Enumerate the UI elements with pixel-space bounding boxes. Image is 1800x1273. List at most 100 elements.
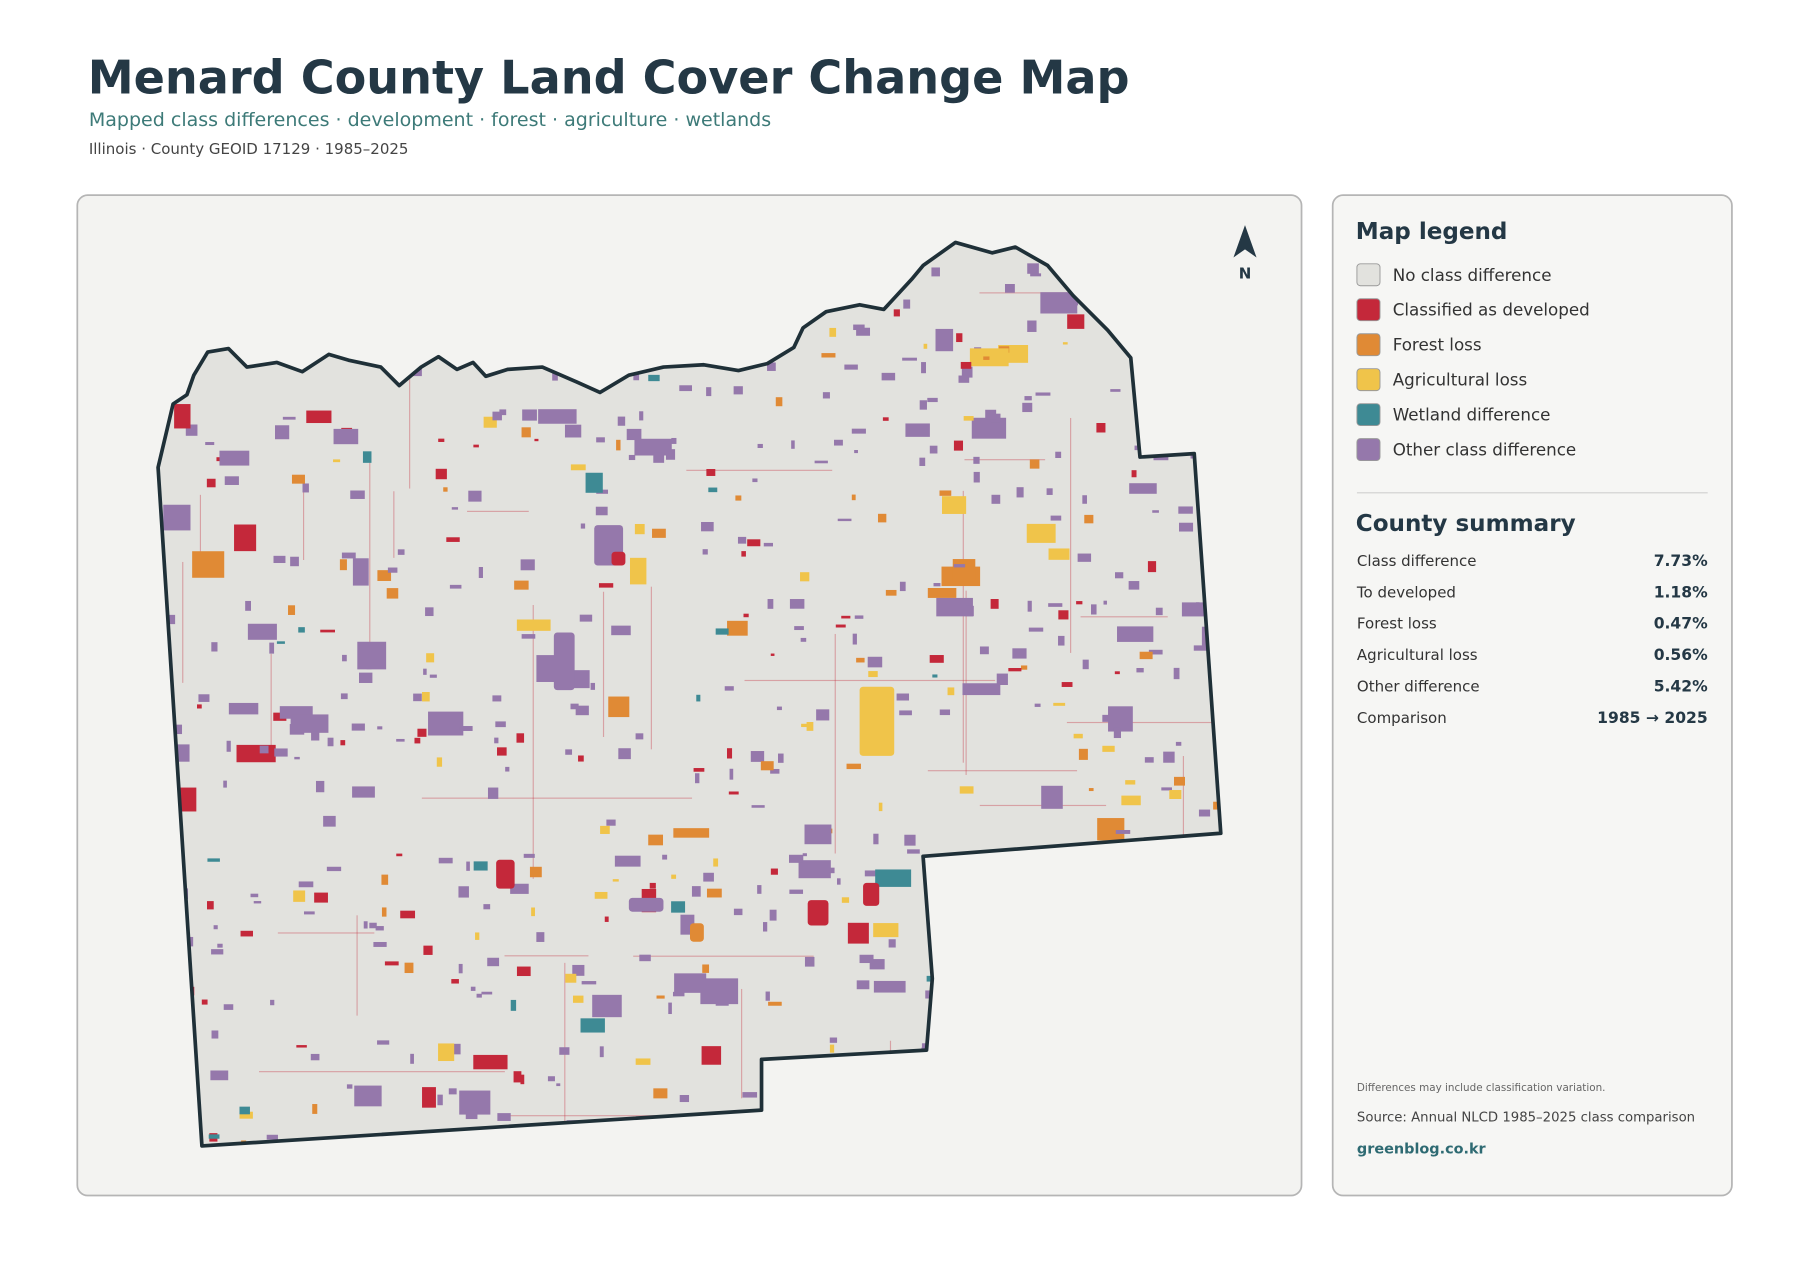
change-patch [611,551,626,566]
change-patch [598,583,614,588]
change-patch [1108,706,1133,732]
change-patch [762,922,768,932]
change-patch [521,427,531,438]
change-patch [960,361,972,369]
change-patch [375,926,384,931]
road-line [834,633,836,854]
change-patch [856,327,871,336]
change-patch [1131,470,1137,478]
change-patch [1125,780,1136,785]
change-patch [422,1087,436,1108]
change-patch [459,726,473,731]
north-label: N [1239,265,1252,283]
change-patch [668,1002,672,1015]
change-patch [933,583,941,587]
change-patch [941,496,967,514]
change-patch [877,513,887,523]
change-patch [929,445,938,454]
change-patch [1169,790,1182,800]
change-patch [492,411,502,421]
change-patch [919,457,926,466]
change-patch [516,966,531,977]
change-patch [1144,757,1154,763]
road-line [633,955,814,957]
footer-note: Differences may include classification v… [1357,1082,1606,1094]
legend-label: Classified as developed [1393,300,1590,320]
change-patch [342,654,347,662]
change-patch [1113,727,1121,739]
change-patch [414,737,421,744]
change-patch [536,932,545,942]
change-patch [947,687,955,696]
change-patch [223,1004,234,1010]
change-patch [435,468,447,480]
road-line [744,679,996,682]
change-patch [381,907,387,917]
change-patch [575,705,589,716]
change-patch [333,428,359,445]
change-patch [291,474,305,484]
change-patch [276,641,285,644]
change-patch [737,536,747,544]
change-patch [1008,668,1022,672]
road-line [503,1115,743,1117]
change-patch [570,670,590,689]
change-patch [932,674,938,678]
change-patch [777,753,784,763]
change-patch [369,922,377,929]
change-patch [728,791,739,795]
change-patch [853,324,865,331]
change-patch [311,731,320,741]
change-patch [611,625,631,636]
change-patch [599,1046,604,1058]
summary-label: Class difference [1357,552,1477,570]
change-patch [939,709,951,716]
change-patch [706,469,716,476]
change-patch [885,589,897,596]
change-patch [396,853,403,857]
change-patch [1020,665,1028,670]
change-patch [1115,830,1131,834]
change-patch [873,923,899,938]
legend-label: Other class difference [1393,440,1577,460]
legend-items: No class difference Classified as develop… [1356,263,1590,461]
change-patch [972,433,977,437]
change-patch [274,748,288,757]
change-patch [1110,389,1121,392]
change-patch [314,892,328,903]
change-patch [428,711,464,736]
change-patch [893,309,900,317]
change-patch [617,416,626,426]
change-patch [990,598,999,609]
change-patch [174,724,183,735]
change-patch [742,1092,758,1098]
change-patch [259,745,269,754]
change-patch [800,572,810,582]
change-patch [733,908,743,916]
change-patch [174,404,191,429]
change-patch [1046,488,1053,495]
change-patch [475,932,480,940]
change-patch [1016,487,1024,498]
change-patch [1029,459,1040,469]
change-patch [1026,523,1056,543]
change-patch [1152,510,1159,513]
change-patch [198,694,210,702]
change-patch [713,858,719,867]
road-line [532,605,534,879]
change-patch [776,706,782,711]
change-patch [219,450,250,466]
change-patch [903,299,911,309]
change-patch [266,1134,278,1140]
change-patch [1027,263,1039,274]
change-patch [448,1088,457,1095]
legend-label: No class difference [1393,265,1552,285]
change-patch [1058,635,1065,646]
change-patch [473,444,479,448]
change-patch [757,443,763,449]
change-patch [715,628,729,635]
change-patch [381,874,389,885]
change-patch [635,1058,651,1065]
change-patch [425,607,434,617]
change-patch [473,861,488,871]
